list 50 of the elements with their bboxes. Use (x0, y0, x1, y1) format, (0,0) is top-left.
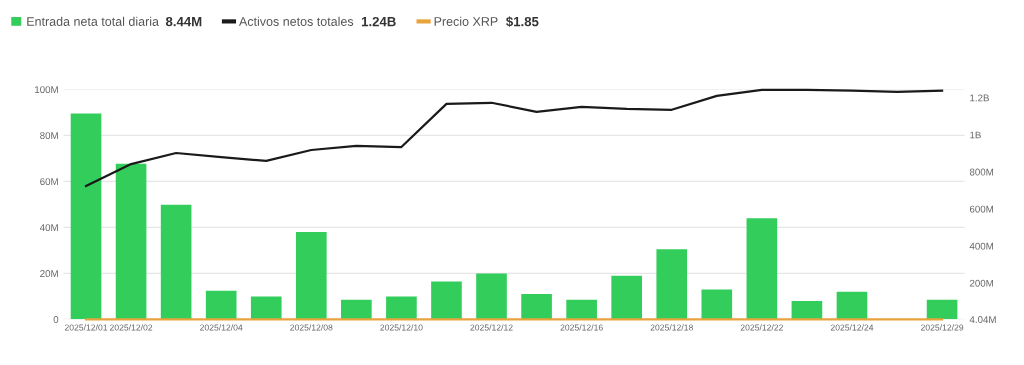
bar (521, 294, 552, 320)
bar (431, 281, 462, 320)
text: 1.24B (361, 16, 396, 27)
y-tick-label: 100M (35, 86, 58, 94)
y2-tick-label: 200M (969, 279, 993, 287)
bar (205, 290, 237, 320)
y-tick-label: 20M (40, 270, 58, 277)
bar (476, 273, 507, 320)
legend-label: Precio XRP (434, 16, 498, 26)
x-tick-label: 2025/12/04 (200, 324, 243, 331)
x-tick-label: 2025/12/01 (64, 324, 108, 331)
bar (791, 300, 823, 320)
y-tick-label: 0 (53, 316, 59, 323)
bar (926, 299, 958, 320)
bar (746, 218, 778, 320)
bar (341, 299, 372, 320)
x-tick-label: 2025/12/18 (650, 324, 693, 331)
x-tick-label: 2025/12/24 (830, 324, 874, 331)
bar (701, 289, 733, 320)
bar (656, 249, 688, 320)
x-tick-label: 2025/12/16 (560, 324, 603, 331)
y2-tick-label: 1.2B (970, 94, 989, 102)
text: 8.44M (165, 16, 202, 27)
bar (70, 113, 102, 320)
bar (115, 163, 147, 320)
y2-tick-label: 600M (969, 205, 993, 213)
y-tick-label: 60M (40, 178, 58, 186)
x-tick-label: 2025/12/29 (920, 324, 964, 331)
y2-tick-label: 1B (970, 131, 981, 139)
y2-tick-label: 400M (969, 242, 993, 250)
bar (611, 275, 643, 320)
y2-tick-label: 800M (969, 168, 993, 176)
bar (250, 296, 282, 320)
x-tick-label: 2025/12/02 (109, 324, 153, 331)
line-series (84, 88, 944, 188)
legend-label: Activos netos totales (238, 16, 354, 26)
text: $1.85 (506, 16, 539, 28)
x-tick-label: 2025/12/08 (290, 324, 333, 331)
y-tick-label: 40M (39, 224, 58, 232)
x-tick-label: 2025/12/10 (380, 324, 423, 331)
x-tick-label: 2025/12/22 (740, 324, 783, 331)
bar (160, 204, 192, 320)
bar (566, 299, 597, 320)
y-tick-label: 80M (40, 132, 58, 140)
x-tick-label: 2025/12/12 (470, 324, 513, 331)
y2-tick-label: 4.04M (969, 316, 996, 323)
bar (295, 231, 327, 320)
legend-label: Entrada neta total diaria (27, 16, 159, 26)
bar (386, 296, 417, 320)
bar (836, 291, 868, 320)
